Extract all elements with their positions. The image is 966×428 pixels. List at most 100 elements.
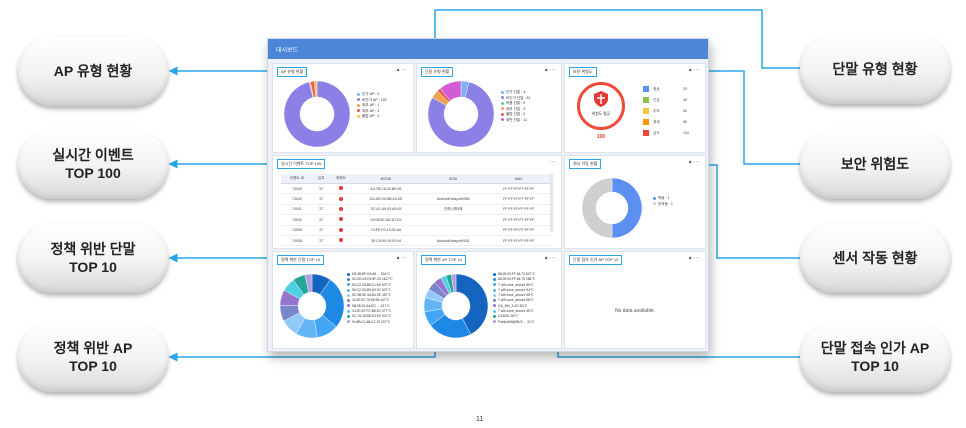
legend-label: D8:3B:BF:EA:68 ... 534℃ [352, 272, 390, 276]
sensor-slice[interactable] [581, 177, 613, 239]
sensor-slice[interactable] [611, 177, 643, 239]
more-icon[interactable]: ··· [550, 255, 555, 261]
table-cell: 74038 [281, 235, 313, 247]
table-cell [329, 204, 353, 216]
table-cell: 37 [312, 183, 330, 195]
legend-item: T wifi zone_secure 96℃ [493, 283, 535, 288]
table-row[interactable]: 74042 37 DA:AE:D0:6B:A3:6D AndroidHotspot09… [281, 193, 551, 205]
legend-item: 작동 : 1 [653, 196, 673, 202]
legend-item: 비인가 단말 : 81 [501, 96, 531, 102]
terminal-type-slice[interactable] [440, 80, 462, 102]
table-cell: A4:7B:C6:32:B9:2B [352, 183, 420, 195]
table-row[interactable]: 74039 37 74:FE:F0:13:A2:A6 FF:FF:FF:FF:FF:F… [281, 225, 551, 236]
more-icon[interactable]: ··· [550, 159, 555, 165]
legend-label: 34:2E:B7:FC:B8:E2 377℃ [352, 309, 391, 314]
table-row[interactable]: 74043 37 A4:7B:C6:32:B9:2B FF:FF:FF:FF:FF:F… [281, 183, 551, 195]
table-header-cell[interactable]: SSID [419, 174, 487, 184]
user-icon[interactable]: ▲ [687, 67, 693, 73]
policy-terminal-slice[interactable] [304, 273, 313, 293]
legend-swatch [493, 283, 496, 287]
legend-label: T wifi zone_secure 58℃ [498, 293, 534, 298]
user-icon[interactable]: ▲ [543, 67, 549, 73]
legend-swatch [501, 107, 504, 111]
table-cell: 37 [312, 204, 330, 216]
user-icon[interactable]: ▲ [395, 255, 401, 261]
more-icon[interactable]: ··· [694, 159, 699, 165]
legend-swatch [347, 315, 350, 318]
panel-tools[interactable]: ▲ ··· [544, 67, 555, 73]
legend-item: 불법 단말 : 2 [501, 112, 531, 118]
table-header-cell[interactable]: 유지 [312, 174, 330, 184]
callout-sensor-status: 센서 작동 현황 [800, 223, 950, 293]
risk-level-label: 경계 [653, 120, 660, 124]
risk-average-label: 위험도 평균 [591, 112, 611, 116]
table-cell: FF:FF:FF:FF:FF:FF [486, 183, 551, 195]
ap-type-slice[interactable] [283, 80, 351, 148]
legend-swatch [653, 196, 656, 200]
user-icon[interactable]: ▲ [395, 67, 401, 73]
legend-label: 90:C2:C8:B9:A9:3C 607℃ [352, 287, 392, 292]
legend-item: 외부 AP : 1 [357, 103, 387, 109]
legend-item: 외부 단말 : 4 [501, 107, 531, 113]
policy-ap-slice[interactable] [455, 273, 489, 335]
panel-tools[interactable]: ▲ ··· [688, 159, 699, 165]
legend-item: 94:8B:C1:68:C2:10 197℃ [347, 320, 393, 325]
legend-swatch [347, 283, 350, 287]
legend-item: 88:25:93:FF:64:73 547℃ [493, 272, 535, 277]
more-icon[interactable]: ··· [694, 255, 699, 261]
panel-tools[interactable]: ··· [550, 159, 555, 165]
callout-security-risk: 보안 위험도 [800, 129, 950, 199]
ap-type-slice[interactable] [314, 80, 318, 98]
terminal-type-slice[interactable] [427, 81, 495, 148]
panel-sensor-status: 센서 작동 현황 ▲ ··· 작동 : 1 미작동 : 1 [564, 155, 706, 249]
panel-tools[interactable]: ▲ ··· [396, 255, 407, 261]
more-icon[interactable]: ··· [402, 67, 407, 73]
legend-item: 위반 단말 : 11 [501, 118, 531, 124]
legend-swatch [493, 299, 496, 303]
table-header-cell[interactable]: BSSID [352, 174, 420, 184]
legend-swatch [347, 320, 350, 324]
table-row[interactable]: 74040 37 00:08:B1:A0:3D:D2 FF:FF:FF:FF:FF:F… [281, 214, 551, 226]
user-icon[interactable]: ▲ [687, 159, 693, 165]
legend-swatch [501, 90, 504, 94]
panel-title-security: 보안 위험도 [569, 67, 597, 77]
panel-tools[interactable]: ▲ ··· [544, 255, 555, 261]
table-cell [329, 235, 353, 247]
risk-dot-icon [338, 186, 343, 191]
legend-item: 88:25:93:FF:64:75 286℃ [493, 277, 535, 282]
table-cell: 74042 [281, 193, 313, 205]
legend-swatch [347, 293, 350, 297]
risk-level-value: 20 [683, 87, 687, 91]
more-icon[interactable]: ··· [402, 255, 407, 261]
dashboard-header: 대시보드 [268, 39, 708, 59]
user-icon[interactable]: ▲ [687, 255, 693, 261]
table-header-cell[interactable]: 이벤트 ID [281, 174, 313, 184]
legend-swatch [493, 272, 496, 276]
legend-label: T wifi zone_secure 96℃ [498, 282, 534, 287]
panel-title-ap-type: AP 유형 현황 [277, 67, 308, 77]
table-cell: 37 [312, 225, 330, 236]
table-cell: 37 [312, 214, 330, 226]
table-row[interactable]: 74038 37 3E:C8:99:10:00:04 AndroidHotspot91… [281, 235, 551, 247]
user-icon[interactable]: ▲ [543, 255, 549, 261]
panel-title-realtime: 실시간 이벤트 TOP 100 [277, 159, 326, 169]
risk-gauge: 위험도 평균 [577, 82, 625, 130]
table-cell: FF:FF:FF:FF:FF:FF [486, 193, 551, 205]
table-header-cell[interactable]: MAC [486, 174, 551, 184]
panel-tools[interactable]: ▲ ··· [396, 67, 407, 73]
legend-item: D8:3B:BF:EA:68 ... 534℃ [347, 272, 393, 277]
panel-tools[interactable]: ▲ ··· [688, 67, 699, 73]
table-header-cell[interactable]: 위험도 [329, 174, 353, 184]
callout-terminal-type: 단말 유형 현황 [800, 34, 950, 104]
table-row[interactable]: 74041 37 3C:A1:A9:53:A9:05 인하나원0매 FF:FF:FF:F… [281, 204, 551, 216]
risk-dot-icon [338, 196, 343, 201]
policy-ap-slice[interactable] [450, 273, 457, 293]
table-cell: 74041 [281, 204, 313, 216]
risk-level-label: 정상 [653, 87, 660, 91]
more-icon[interactable]: ··· [694, 67, 699, 73]
legend-label: T wifi zone_secure 58℃ [498, 298, 534, 303]
legend-swatch [501, 96, 504, 100]
table-scrollbar[interactable] [550, 174, 553, 232]
panel-tools[interactable]: ▲ ··· [688, 255, 699, 261]
more-icon[interactable]: ··· [550, 67, 555, 73]
